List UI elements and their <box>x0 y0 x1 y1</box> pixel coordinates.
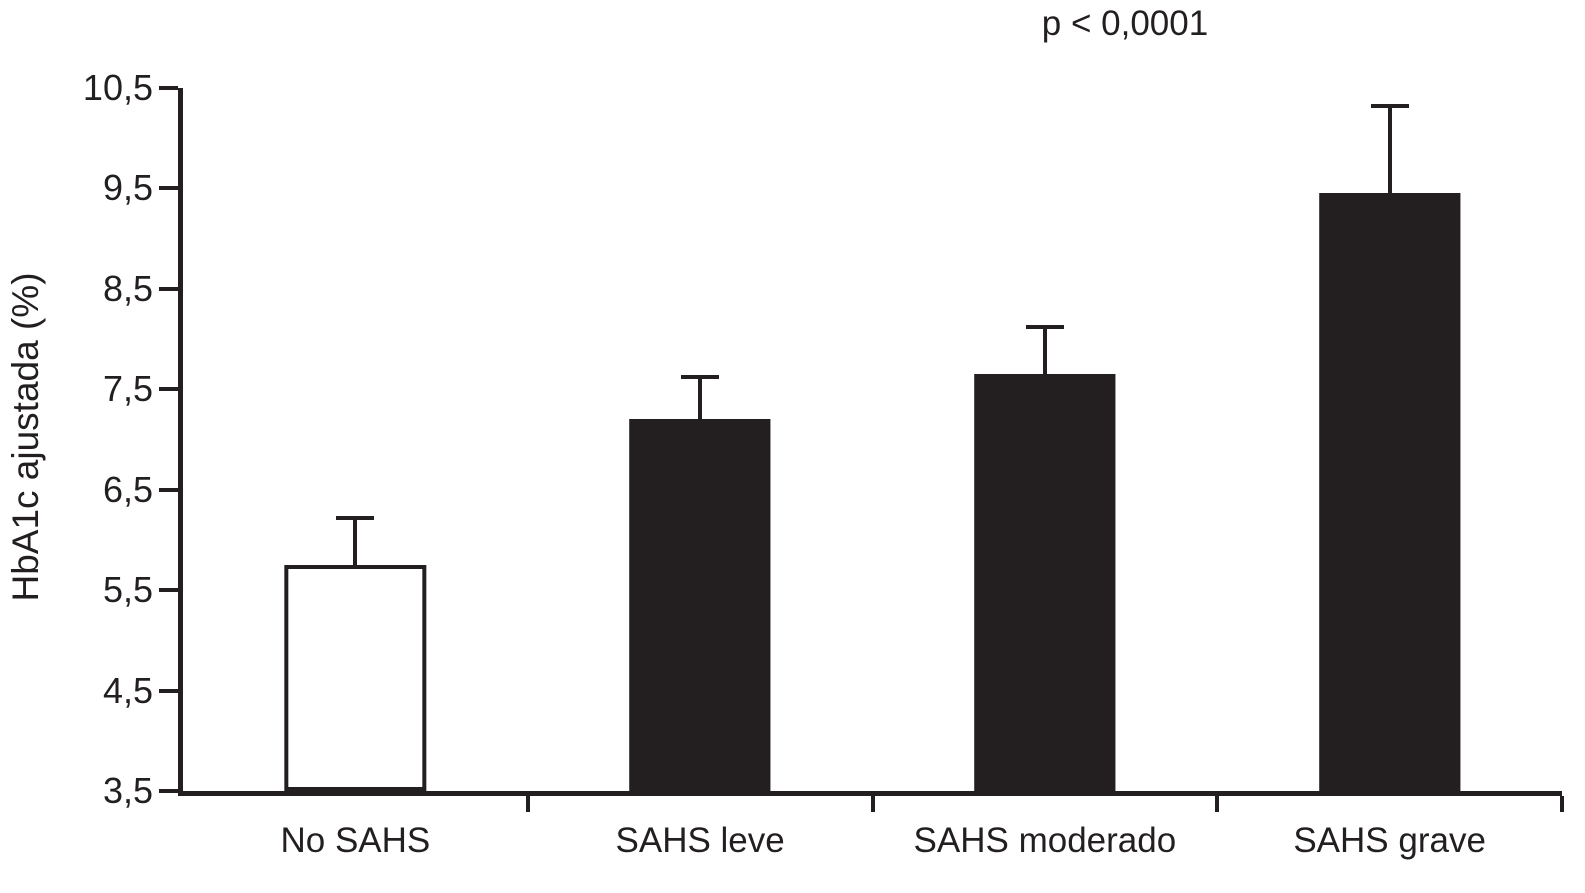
y-axis-label: HbA1c ajustada (%) <box>5 272 46 602</box>
y-tick-label: 8,5 <box>102 267 153 309</box>
y-tick-label: 7,5 <box>102 368 153 410</box>
bar <box>284 565 427 791</box>
x-tick-label: SAHS moderado <box>913 821 1177 860</box>
x-axis-tick <box>525 796 530 812</box>
y-tick-label: 9,5 <box>102 167 153 209</box>
x-axis-tick <box>1560 796 1564 812</box>
y-axis-tick <box>159 487 178 492</box>
error-bar-cap <box>681 375 720 380</box>
category-slot: No SAHS <box>183 88 528 860</box>
bar <box>1318 193 1461 791</box>
category-slot: SAHS leve <box>528 88 873 860</box>
y-tick-label: 3,5 <box>102 770 153 811</box>
y-axis-tick <box>159 789 178 793</box>
y-axis-tick <box>159 387 178 392</box>
x-tick-label: SAHS grave <box>1293 821 1486 860</box>
y-tick-label: 10,5 <box>82 67 153 108</box>
error-bar-line <box>1387 108 1392 194</box>
x-axis-tick <box>1215 796 1220 812</box>
y-axis-tick <box>159 588 178 593</box>
y-axis-tick <box>159 86 178 90</box>
y-tick-label: 6,5 <box>102 468 153 510</box>
x-tick-label: No SAHS <box>280 821 431 860</box>
x-axis-tick <box>870 796 875 812</box>
bar <box>974 374 1116 791</box>
error-bar-line <box>353 519 358 566</box>
error-bar-cap <box>336 515 375 520</box>
category-slot: SAHS grave <box>1217 88 1562 860</box>
y-axis-tick <box>159 186 178 191</box>
x-tick-label: SAHS leve <box>615 821 785 860</box>
y-tick-label: 4,5 <box>102 669 153 711</box>
p-value-annotation: p < 0,0001 <box>1041 4 1209 43</box>
y-tick-label: 5,5 <box>102 569 153 611</box>
bar <box>629 419 771 791</box>
plot-area: 3,5 4,5 5,5 6,5 7,5 8,5 9,5 10,5 No SAHS SAHS lev… <box>83 70 1564 860</box>
y-axis-tick <box>159 688 178 693</box>
category-slot: SAHS moderado <box>873 88 1218 860</box>
error-bar-cap <box>1025 325 1064 330</box>
error-bar-line <box>698 379 703 420</box>
error-bar-line <box>1042 329 1047 375</box>
error-bar-cap <box>1370 104 1409 109</box>
y-axis-tick <box>159 286 178 291</box>
